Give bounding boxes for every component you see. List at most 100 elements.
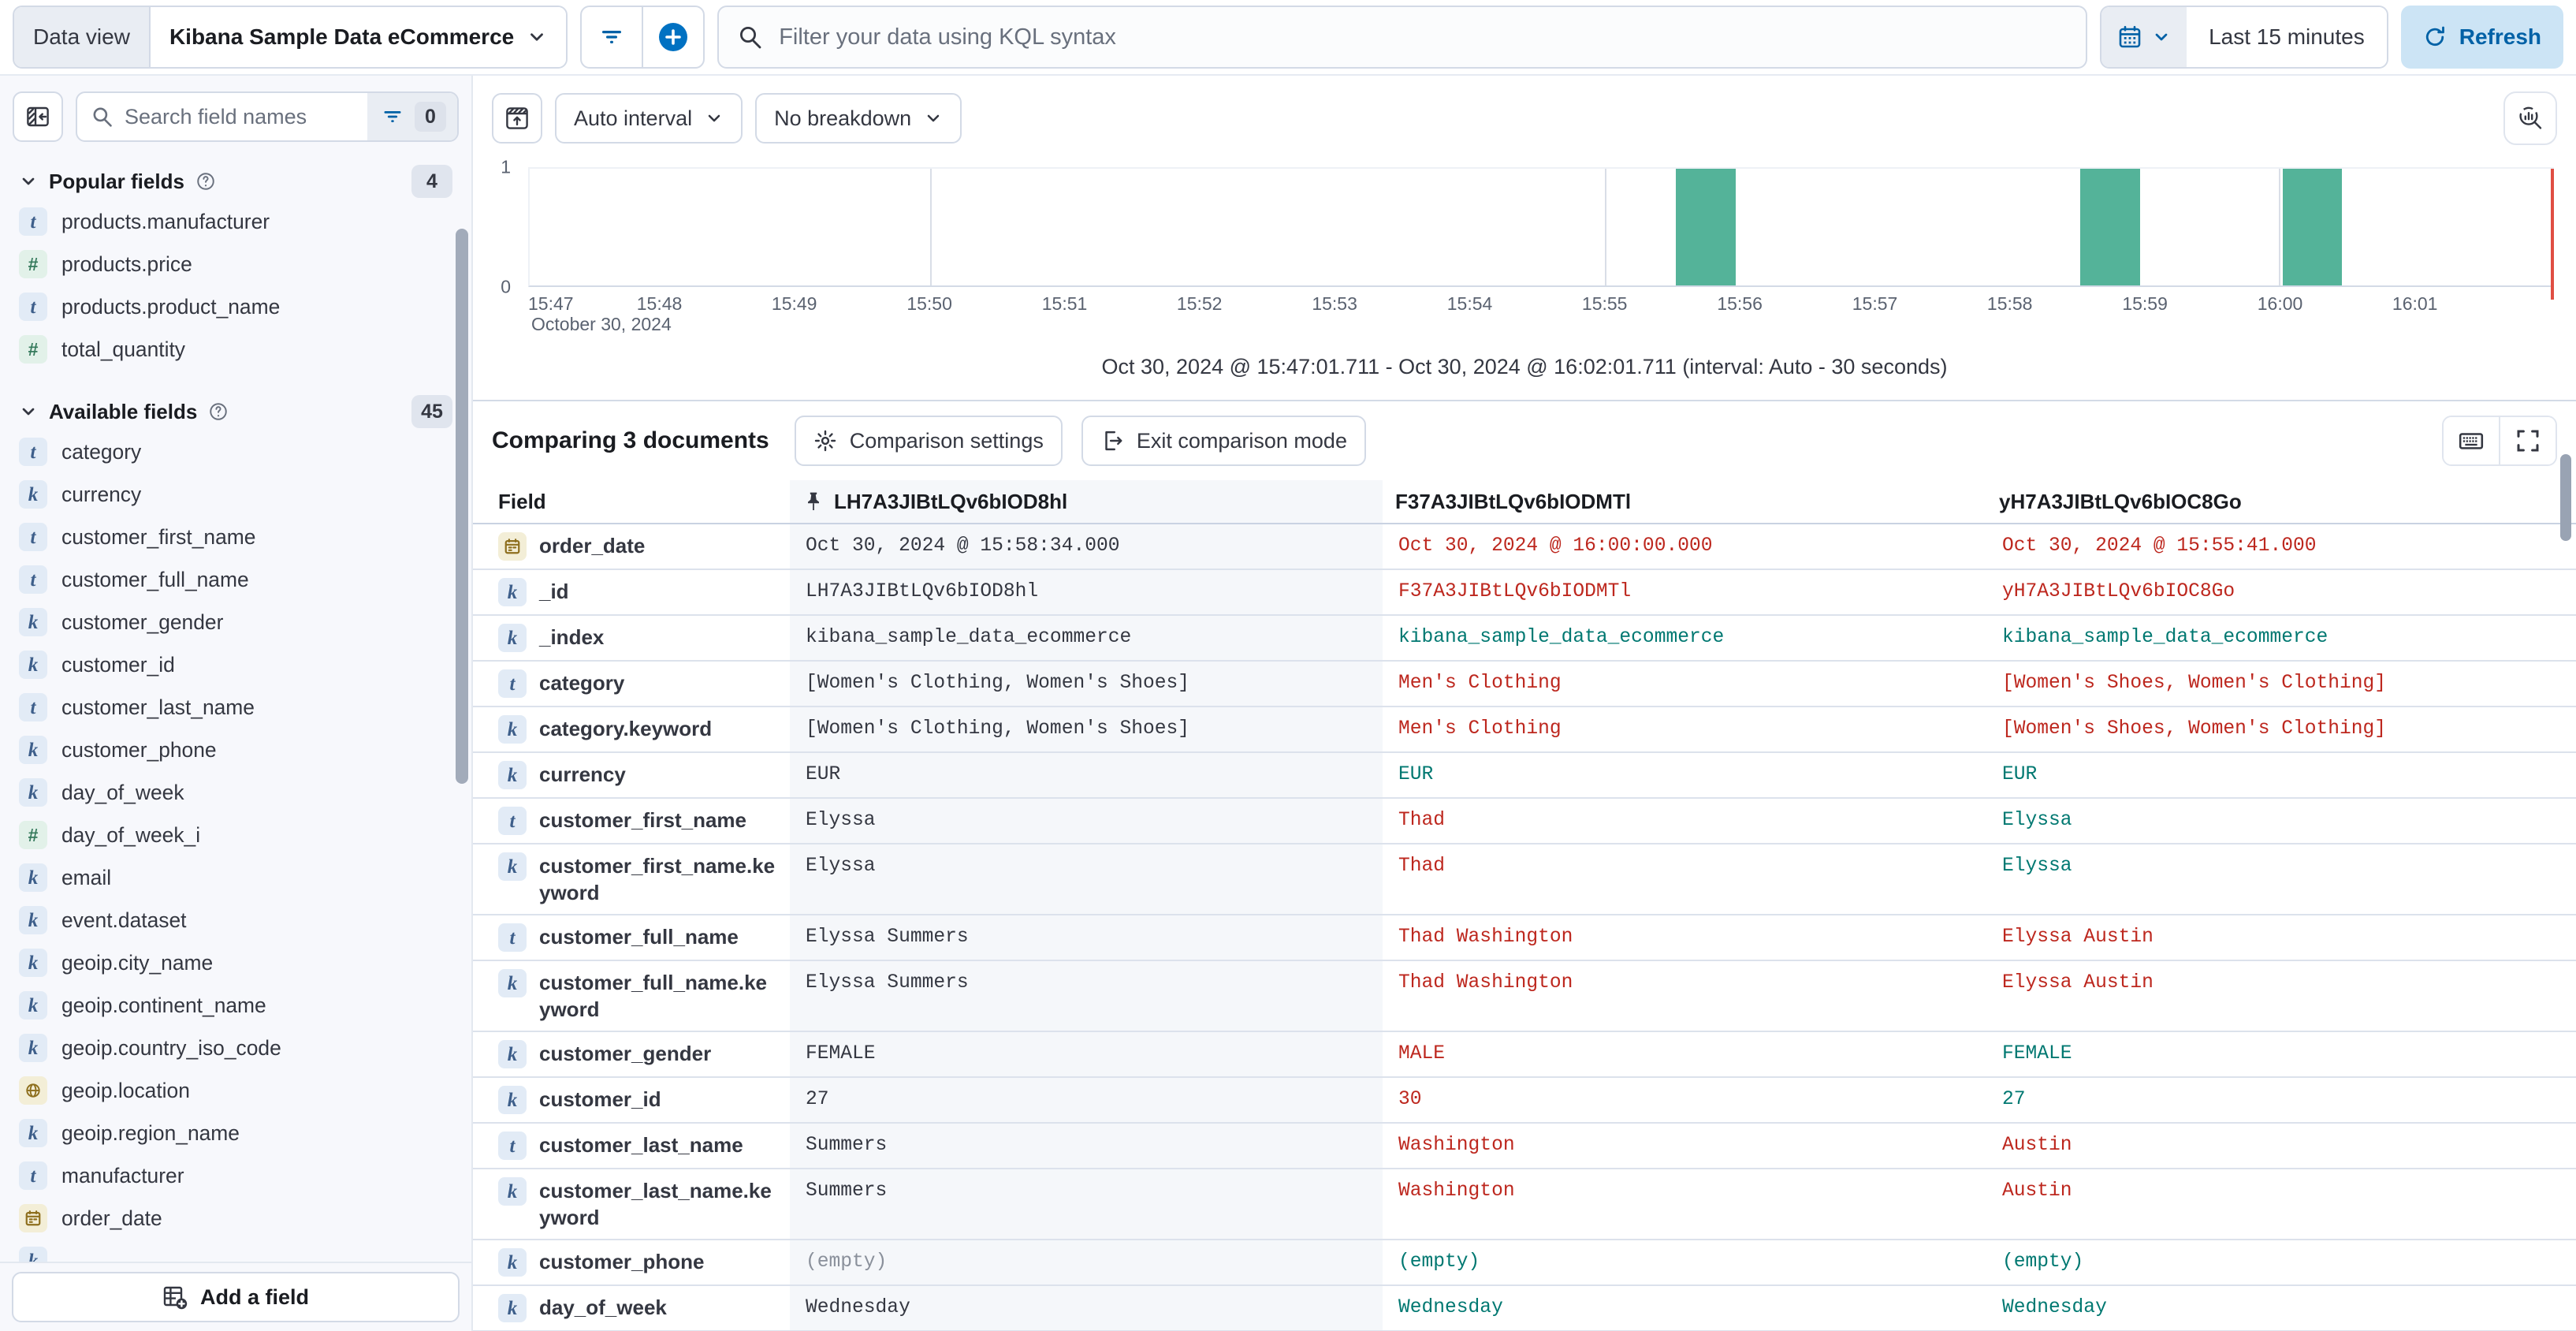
field-name-cell[interactable]: k category.keyword xyxy=(473,707,790,751)
pinned-document-column-header[interactable]: LH7A3JIBtLQv6bIOD8hl xyxy=(790,480,1383,523)
field-name-cell[interactable]: k customer_phone xyxy=(473,1240,790,1284)
field-search[interactable]: 0 xyxy=(76,91,459,142)
histogram-bar[interactable] xyxy=(2080,169,2140,285)
field-name-cell[interactable]: k currency xyxy=(473,753,790,797)
comparison-value-cell[interactable]: (empty) xyxy=(1398,1251,1480,1273)
base-value-cell[interactable]: Wednesday xyxy=(790,1286,1383,1330)
base-value-cell[interactable]: Elyssa xyxy=(790,799,1383,843)
field-search-input[interactable] xyxy=(125,104,367,129)
base-value-cell[interactable]: (empty) xyxy=(790,1240,1383,1284)
field-name-cell[interactable]: k day_of_week xyxy=(473,1286,790,1330)
comparison-document-column-header[interactable]: yH7A3JIBtLQv6bIOC8Go xyxy=(1999,490,2242,513)
comparison-value-cell[interactable]: [Women's Shoes, Women's Clothing] xyxy=(2002,718,2387,740)
calendar-button[interactable] xyxy=(2101,7,2187,67)
comparison-value-cell[interactable]: Thad xyxy=(1398,856,1446,877)
chart-plot-area[interactable] xyxy=(528,167,2554,300)
kql-search-bar[interactable] xyxy=(717,6,2088,69)
field-list-item[interactable]: order_date xyxy=(13,1197,459,1240)
comparison-value-cell[interactable]: kibana_sample_data_ecommerce xyxy=(2002,627,2328,648)
collapse-sidebar-button[interactable] xyxy=(13,91,63,142)
field-section-header[interactable]: Popular fields 4 xyxy=(13,165,459,198)
field-list-item[interactable]: k email xyxy=(13,856,459,899)
comparison-value-cell[interactable]: EUR xyxy=(2002,764,2038,785)
base-value-cell[interactable]: [Women's Clothing, Women's Shoes] xyxy=(790,707,1383,751)
comparison-value-cell[interactable]: Wednesday xyxy=(1398,1297,1503,1318)
base-value-cell[interactable]: Elyssa Summers xyxy=(790,915,1383,960)
data-view-picker[interactable]: Data view Kibana Sample Data eCommerce xyxy=(13,6,568,69)
sidebar-scrollbar[interactable] xyxy=(456,229,468,784)
comparison-value-cell[interactable]: Austin xyxy=(2002,1180,2072,1202)
histogram-bar[interactable] xyxy=(2282,169,2343,285)
field-list-item[interactable]: t manufacturer xyxy=(13,1154,459,1197)
keyboard-shortcuts-button[interactable] xyxy=(2444,417,2499,464)
base-value-cell[interactable]: Summers xyxy=(790,1124,1383,1168)
field-section-header[interactable]: Available fields 45 xyxy=(13,395,459,428)
field-list-item[interactable]: geoip.location xyxy=(13,1069,459,1112)
comparison-value-cell[interactable]: Thad xyxy=(1398,810,1446,831)
comparison-value-cell[interactable]: Elyssa xyxy=(2002,810,2072,831)
comparison-value-cell[interactable]: Wednesday xyxy=(2002,1297,2107,1318)
add-field-button[interactable]: Add a field xyxy=(12,1272,460,1322)
field-name-cell[interactable]: k customer_last_name.keyword xyxy=(473,1169,790,1239)
comparison-settings-button[interactable]: Comparison settings xyxy=(794,416,1063,466)
comparison-value-cell[interactable]: Elyssa xyxy=(2002,856,2072,877)
field-name-cell[interactable]: k customer_full_name.keyword xyxy=(473,961,790,1031)
comparison-value-cell[interactable]: 27 xyxy=(2002,1089,2026,1110)
base-value-cell[interactable]: kibana_sample_data_ecommerce xyxy=(790,616,1383,660)
field-name-cell[interactable]: k customer_id xyxy=(473,1078,790,1122)
field-list-item[interactable]: k geoip.country_iso_code xyxy=(13,1027,459,1069)
comparison-value-cell[interactable]: yH7A3JIBtLQv6bIOC8Go xyxy=(2002,581,2235,602)
field-list-item[interactable]: t products.manufacturer xyxy=(13,200,459,243)
base-value-cell[interactable]: FEMALE xyxy=(790,1032,1383,1076)
field-list-item[interactable]: k geoip.continent_name xyxy=(13,984,459,1027)
base-value-cell[interactable]: Elyssa Summers xyxy=(790,961,1383,1031)
edit-visualization-button[interactable] xyxy=(2503,91,2557,145)
field-list-item[interactable]: t customer_full_name xyxy=(13,558,459,601)
field-list-item[interactable]: k event.dataset xyxy=(13,899,459,941)
comparison-value-cell[interactable]: F37A3JIBtLQv6bIODMTl xyxy=(1398,581,1632,602)
field-name-cell[interactable]: t customer_full_name xyxy=(473,915,790,960)
field-list-item[interactable]: # day_of_week_i xyxy=(13,814,459,856)
comparison-value-cell[interactable]: EUR xyxy=(1398,764,1434,785)
field-name-cell[interactable]: t customer_last_name xyxy=(473,1124,790,1168)
comparison-value-cell[interactable]: Oct 30, 2024 @ 16:00:00.000 xyxy=(1398,535,1713,557)
field-name-cell[interactable]: t category xyxy=(473,662,790,706)
field-list-item[interactable]: k customer_gender xyxy=(13,601,459,643)
base-value-cell[interactable]: Oct 30, 2024 @ 15:58:34.000 xyxy=(790,524,1383,569)
kql-search-input[interactable] xyxy=(776,22,2068,52)
field-name-cell[interactable]: k customer_first_name.keyword xyxy=(473,844,790,914)
base-value-cell[interactable]: LH7A3JIBtLQv6bIOD8hl xyxy=(790,570,1383,614)
field-filter-button[interactable]: 0 xyxy=(367,93,457,140)
interval-select[interactable]: Auto interval xyxy=(555,93,743,144)
refresh-button[interactable]: Refresh xyxy=(2400,6,2563,69)
field-list-item[interactable]: # total_quantity xyxy=(13,328,459,371)
comparison-value-cell[interactable]: Oct 30, 2024 @ 15:55:41.000 xyxy=(2002,535,2317,557)
filter-icon[interactable] xyxy=(582,7,642,67)
comparison-value-cell[interactable]: Washington xyxy=(1398,1180,1515,1202)
field-name-cell[interactable]: order_date xyxy=(473,524,790,569)
comparison-value-cell[interactable]: [Women's Shoes, Women's Clothing] xyxy=(2002,673,2387,694)
field-name-cell[interactable]: t customer_first_name xyxy=(473,799,790,843)
comparison-value-cell[interactable]: (empty) xyxy=(2002,1251,2084,1273)
base-value-cell[interactable]: [Women's Clothing, Women's Shoes] xyxy=(790,662,1383,706)
field-name-cell[interactable]: k customer_gender xyxy=(473,1032,790,1076)
field-list-item[interactable]: k xyxy=(13,1240,459,1262)
chart-toggle-button[interactable] xyxy=(492,93,542,144)
field-list-item[interactable]: k day_of_week xyxy=(13,771,459,814)
field-list-item[interactable]: k currency xyxy=(13,473,459,516)
exit-comparison-button[interactable]: Exit comparison mode xyxy=(1081,416,1366,466)
comparison-value-cell[interactable]: FEMALE xyxy=(2002,1043,2072,1064)
field-name-cell[interactable]: k _id xyxy=(473,570,790,614)
comparison-value-cell[interactable]: Elyssa Austin xyxy=(2002,972,2153,994)
field-list-item[interactable]: t customer_last_name xyxy=(13,686,459,729)
breakdown-select[interactable]: No breakdown xyxy=(755,93,962,144)
add-filter-button[interactable] xyxy=(643,7,703,67)
comparison-value-cell[interactable]: 30 xyxy=(1398,1089,1422,1110)
comparison-value-cell[interactable]: MALE xyxy=(1398,1043,1446,1064)
comparison-value-cell[interactable]: Austin xyxy=(2002,1135,2072,1156)
comparison-value-cell[interactable]: kibana_sample_data_ecommerce xyxy=(1398,627,1725,648)
field-list-item[interactable]: k customer_id xyxy=(13,643,459,686)
comparison-value-cell[interactable]: Elyssa Austin xyxy=(2002,926,2153,948)
base-value-cell[interactable]: Summers xyxy=(790,1169,1383,1239)
field-list-item[interactable]: k customer_phone xyxy=(13,729,459,771)
